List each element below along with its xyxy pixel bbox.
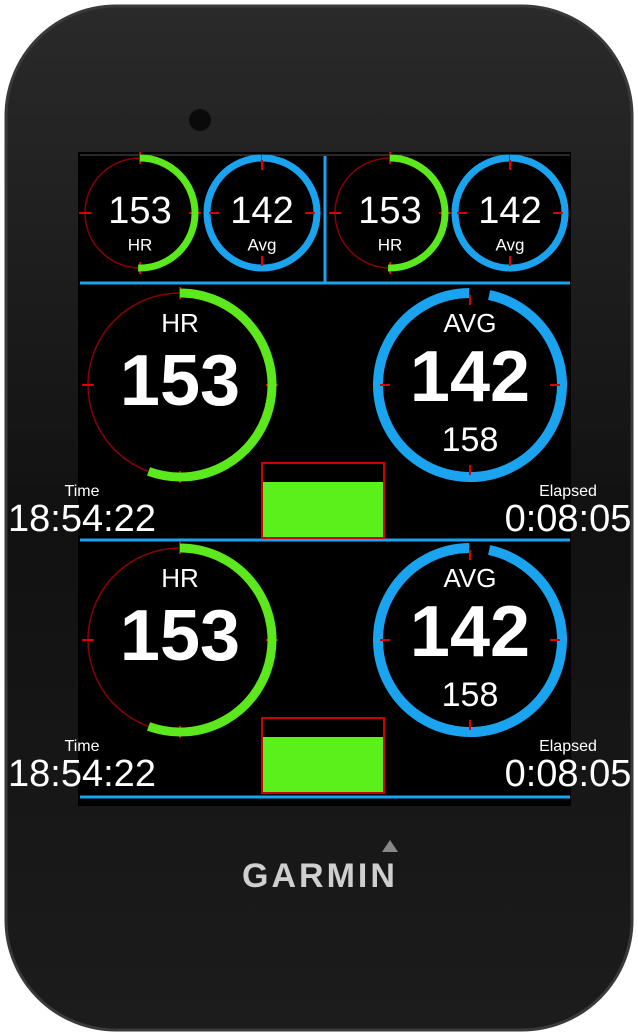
elapsed-value: 0:08:05	[505, 498, 632, 540]
bar-fill	[263, 482, 383, 537]
bar-fill	[263, 737, 383, 792]
bar-frame	[261, 717, 385, 794]
avg-sub: 158	[442, 676, 499, 714]
gauge-arc	[373, 288, 567, 482]
hr-label: HR	[161, 308, 199, 338]
time-label: Time	[65, 483, 100, 500]
sensor	[189, 109, 211, 131]
elapsed-label: Elapsed	[539, 483, 597, 500]
gauge-value: 142	[230, 190, 293, 232]
hr-label: HR	[161, 563, 199, 593]
gauge-arc	[203, 154, 321, 272]
elapsed-value: 0:08:05	[505, 753, 632, 795]
gauge-value: 153	[358, 190, 421, 232]
gauge-arc	[147, 543, 277, 737]
hr-value: 153	[120, 341, 240, 421]
avg-value: 142	[410, 592, 530, 672]
gauge-value: 142	[478, 190, 541, 232]
elapsed-label: Elapsed	[539, 738, 597, 755]
gauge-label: Avg	[496, 235, 525, 254]
gauge-value: 153	[108, 190, 171, 232]
bar-frame	[261, 462, 385, 539]
gauge-arc	[373, 543, 567, 737]
brand: GARMIN	[242, 857, 398, 895]
time-value: 18:54:22	[8, 753, 156, 795]
avg-label: AVG	[444, 563, 497, 593]
avg-sub: 158	[442, 421, 499, 459]
avg-label: AVG	[444, 308, 497, 338]
gauge-label: HR	[128, 235, 153, 254]
gauge-label: Avg	[248, 235, 277, 254]
gauge-arc	[137, 154, 199, 272]
gauge-label: HR	[378, 235, 403, 254]
avg-value: 142	[410, 337, 530, 417]
gauge-arc	[387, 154, 449, 272]
hr-value: 153	[120, 596, 240, 676]
time-value: 18:54:22	[8, 498, 156, 540]
logo-triangle	[382, 840, 398, 852]
time-label: Time	[65, 738, 100, 755]
gauge-arc	[147, 288, 277, 482]
gauge-arc	[451, 154, 569, 272]
